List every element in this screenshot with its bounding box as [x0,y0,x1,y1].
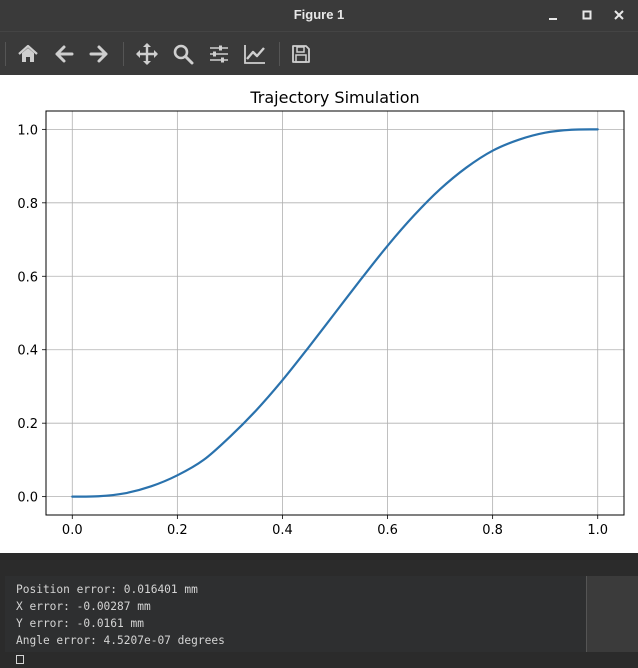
home-button[interactable] [14,40,42,68]
maximize-button[interactable] [577,5,597,25]
toolbar-separator [123,42,124,66]
save-icon [292,45,310,63]
grid [46,111,624,515]
terminal-line-x-error: X error: -0.00287 mm [16,600,151,613]
x-tick-label: 0.6 [377,523,398,538]
subplots-icon [210,45,228,63]
y-tick-label: 0.6 [17,270,38,285]
zoom-icon [173,44,194,65]
chart-title: Trajectory Simulation [249,88,419,107]
x-tick-label: 0.8 [482,523,503,538]
x-tick-label: 0.2 [167,523,188,538]
minimize-button[interactable] [543,5,563,25]
pan-icon [136,43,158,65]
y-tick-label: 0.4 [17,344,38,359]
toolbar-separator [5,42,6,66]
axis-ticks: 0.0 0.2 0.4 0.6 0.8 1.0 0.0 0.2 0.4 0.6 0.8 1.0 [17,123,608,538]
y-tick-label: 0.2 [17,417,38,432]
y-tick-label: 1.0 [17,123,38,138]
axes-icon [244,45,265,64]
terminal-cursor [16,655,24,664]
terminal-output[interactable]: Position error: 0.016401 mm X error: -0.… [5,576,587,664]
chart: Trajectory Simulation 0.0 0.2 0.4 0.6 0.8 1.0… [17,88,625,538]
y-tick-label: 0.8 [17,197,38,212]
window-titlebar: Figure 1 [0,0,638,31]
forward-icon [89,45,108,63]
terminal-line-y-error: Y error: -0.0161 mm [16,617,144,630]
forward-button[interactable] [85,40,113,68]
toolbar-separator [279,42,280,66]
terminal-line-angle-error: Angle error: 4.5207e-07 degrees [16,634,225,647]
series-layer [71,128,599,498]
terminal-line-position-error: Position error: 0.016401 mm [16,583,198,596]
maximize-icon [582,10,592,20]
window-title: Figure 1 [293,7,345,22]
subplots-button[interactable] [205,40,233,68]
toolbar [0,31,638,75]
panel-gap [0,553,638,576]
minimize-icon [549,18,557,20]
side-panel [587,576,638,652]
close-icon [614,10,624,20]
back-button[interactable] [50,40,78,68]
back-icon [55,45,74,63]
x-tick-label: 0.0 [62,523,83,538]
edit-axes-button[interactable] [241,40,269,68]
figure-canvas[interactable]: Trajectory Simulation 0.0 0.2 0.4 0.6 0.8 1.0… [0,75,638,553]
series-line [71,128,599,498]
home-icon [18,44,38,62]
pan-button[interactable] [133,40,161,68]
left-edge [0,576,5,652]
x-tick-label: 0.4 [272,523,293,538]
axes-frame [45,110,625,516]
x-tick-label: 1.0 [587,523,608,538]
save-button[interactable] [287,40,315,68]
close-button[interactable] [609,5,629,25]
zoom-button[interactable] [169,40,197,68]
y-tick-label: 0.0 [17,491,38,506]
